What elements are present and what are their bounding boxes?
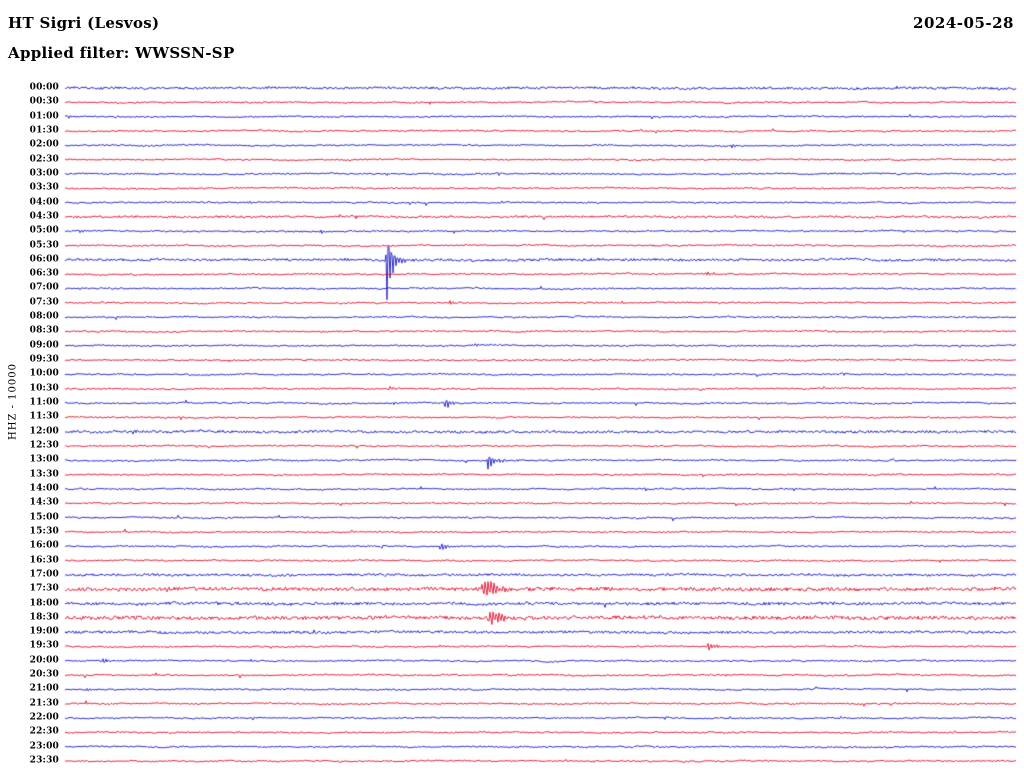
row-time-label: 18:30 xyxy=(29,612,59,623)
row-time-label: 00:00 xyxy=(29,82,59,93)
row-time-label: 22:30 xyxy=(29,726,59,737)
row-time-label: 23:30 xyxy=(29,755,59,766)
row-time-label: 04:30 xyxy=(29,211,59,222)
row-time-label: 07:30 xyxy=(29,297,59,308)
row-time-label: 15:30 xyxy=(29,526,59,537)
row-time-label: 03:30 xyxy=(29,182,59,193)
row-time-label: 00:30 xyxy=(29,96,59,107)
row-time-label: 16:30 xyxy=(29,555,59,566)
row-time-label: 12:00 xyxy=(29,426,59,437)
row-time-label: 11:30 xyxy=(29,411,59,422)
row-time-label: 04:00 xyxy=(29,197,59,208)
row-time-label: 17:00 xyxy=(29,569,59,580)
row-time-label: 11:00 xyxy=(29,397,59,408)
row-time-label: 01:00 xyxy=(29,111,59,122)
row-time-label: 19:00 xyxy=(29,626,59,637)
row-time-label: 21:00 xyxy=(29,683,59,694)
row-time-label: 08:00 xyxy=(29,311,59,322)
row-time-label: 13:30 xyxy=(29,469,59,480)
row-time-label: 06:30 xyxy=(29,268,59,279)
row-time-label: 18:00 xyxy=(29,598,59,609)
row-time-label: 15:00 xyxy=(29,512,59,523)
row-time-label: 08:30 xyxy=(29,325,59,336)
row-time-label: 21:30 xyxy=(29,698,59,709)
row-time-label: 13:00 xyxy=(29,454,59,465)
row-time-label: 05:30 xyxy=(29,240,59,251)
row-time-label: 23:00 xyxy=(29,741,59,752)
row-time-label: 19:30 xyxy=(29,640,59,651)
row-time-label: 14:30 xyxy=(29,497,59,508)
applied-filter-label: Applied filter: WWSSN-SP xyxy=(8,44,235,62)
row-time-label: 12:30 xyxy=(29,440,59,451)
row-time-label: 10:00 xyxy=(29,368,59,379)
row-time-labels: 00:00 00:30 01:00 01:30 02:00 02:30 03:00 03:30… xyxy=(0,0,62,780)
row-time-label: 09:30 xyxy=(29,354,59,365)
row-time-label: 14:00 xyxy=(29,483,59,494)
row-time-label: 02:00 xyxy=(29,139,59,150)
row-time-label: 17:30 xyxy=(29,583,59,594)
row-time-label: 16:00 xyxy=(29,540,59,551)
station-title: HT Sigri (Lesvos) xyxy=(8,14,160,32)
row-time-label: 22:00 xyxy=(29,712,59,723)
row-time-label: 01:30 xyxy=(29,125,59,136)
row-time-label: 10:30 xyxy=(29,383,59,394)
row-time-label: 07:00 xyxy=(29,282,59,293)
row-time-label: 05:00 xyxy=(29,225,59,236)
row-time-label: 09:00 xyxy=(29,340,59,351)
row-time-label: 06:00 xyxy=(29,254,59,265)
row-time-label: 03:00 xyxy=(29,168,59,179)
row-time-label: 02:30 xyxy=(29,154,59,165)
record-date: 2024-05-28 xyxy=(913,14,1014,32)
row-time-label: 20:00 xyxy=(29,655,59,666)
row-time-label: 20:30 xyxy=(29,669,59,680)
